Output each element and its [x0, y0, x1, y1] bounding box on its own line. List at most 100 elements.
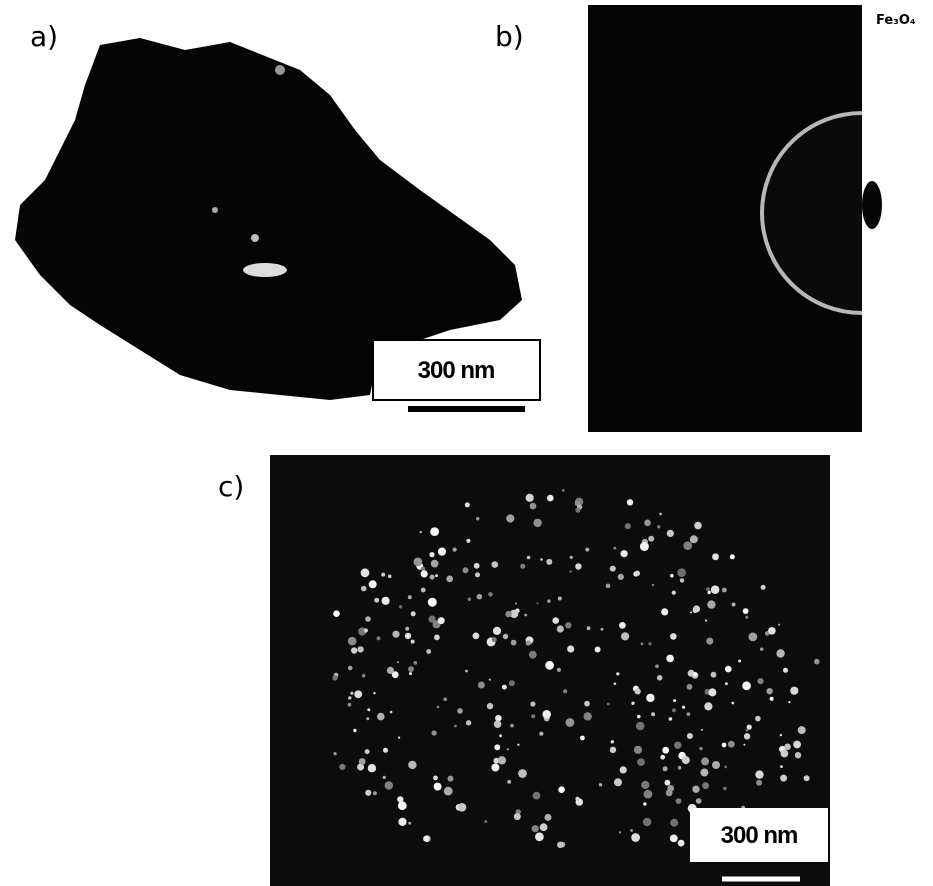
speck — [725, 682, 728, 685]
speck — [365, 790, 371, 796]
speck — [648, 536, 654, 542]
speck — [434, 635, 440, 641]
speck — [611, 740, 614, 743]
speck — [747, 725, 752, 730]
speck — [457, 708, 463, 714]
speck — [348, 703, 352, 707]
speck — [659, 513, 662, 516]
speck — [398, 737, 400, 739]
speck — [646, 694, 654, 702]
speck — [438, 617, 445, 624]
speck — [383, 776, 386, 779]
speck — [491, 764, 499, 772]
speck — [599, 783, 602, 786]
speck — [781, 750, 789, 758]
speck — [701, 729, 703, 731]
speck — [557, 668, 561, 672]
speck — [362, 674, 366, 678]
speck — [670, 819, 678, 827]
speck — [687, 712, 691, 716]
speck — [712, 553, 719, 560]
speck — [558, 786, 565, 793]
speck — [745, 616, 748, 619]
speck — [530, 701, 535, 706]
speck — [641, 781, 649, 789]
speck — [535, 832, 544, 841]
speck — [557, 842, 563, 848]
speck — [533, 792, 541, 800]
speck — [492, 561, 499, 568]
bright-spot — [212, 207, 218, 213]
speck — [570, 556, 573, 559]
speck — [692, 786, 699, 793]
panel-label: c) — [218, 470, 244, 503]
speck — [637, 715, 641, 719]
speck — [381, 573, 385, 577]
speck — [431, 560, 439, 568]
speck — [333, 610, 340, 617]
figure: a) 300 nm b) Fe₃O₄ c) 300 nm — [0, 0, 933, 886]
speck — [510, 724, 514, 728]
speck — [405, 633, 411, 639]
speck — [537, 602, 539, 604]
speck — [499, 734, 502, 737]
speck — [392, 631, 399, 638]
speck — [631, 833, 640, 842]
speck — [506, 514, 514, 522]
speck — [711, 672, 717, 678]
speck — [414, 558, 423, 567]
speck — [677, 568, 686, 577]
speck — [529, 651, 537, 659]
speck — [700, 769, 708, 777]
speck — [432, 730, 437, 735]
speck — [348, 637, 357, 646]
speck — [670, 633, 677, 640]
speck — [408, 761, 416, 769]
speck — [489, 679, 491, 681]
speck — [366, 717, 369, 720]
speck — [339, 764, 345, 770]
speck — [547, 599, 550, 602]
speck — [498, 756, 506, 764]
speck — [517, 744, 519, 746]
speck — [768, 627, 776, 635]
bright-spot — [275, 65, 285, 75]
speck — [373, 791, 377, 795]
speck — [657, 525, 660, 528]
speck — [527, 556, 531, 560]
speck — [780, 734, 782, 736]
speck — [630, 829, 633, 832]
speck — [694, 522, 702, 530]
speck — [725, 666, 732, 673]
speck — [619, 831, 621, 833]
speck — [610, 747, 616, 753]
speck — [625, 523, 631, 529]
speck — [814, 659, 820, 665]
speck — [408, 822, 411, 825]
speck — [468, 598, 471, 601]
speck — [634, 746, 642, 754]
speck — [430, 575, 435, 580]
speck — [566, 718, 575, 727]
speck — [613, 547, 616, 550]
speck — [463, 567, 469, 573]
page: a) 300 nm b) Fe₃O₄ c) 300 nm (() => { co… — [0, 0, 933, 886]
speck — [365, 616, 371, 622]
speck — [494, 744, 500, 750]
speck — [743, 744, 745, 746]
speck — [746, 729, 749, 732]
speck — [761, 585, 766, 590]
bright-spot — [243, 263, 287, 277]
speck — [783, 668, 788, 673]
speck — [744, 733, 750, 739]
speck — [667, 785, 674, 792]
speck — [421, 588, 426, 593]
speck — [644, 520, 651, 527]
speck — [494, 720, 502, 728]
speck — [364, 628, 368, 632]
speck — [557, 625, 564, 632]
speck — [660, 755, 665, 760]
speck — [732, 603, 736, 607]
speck — [682, 706, 685, 709]
speck — [610, 566, 616, 572]
